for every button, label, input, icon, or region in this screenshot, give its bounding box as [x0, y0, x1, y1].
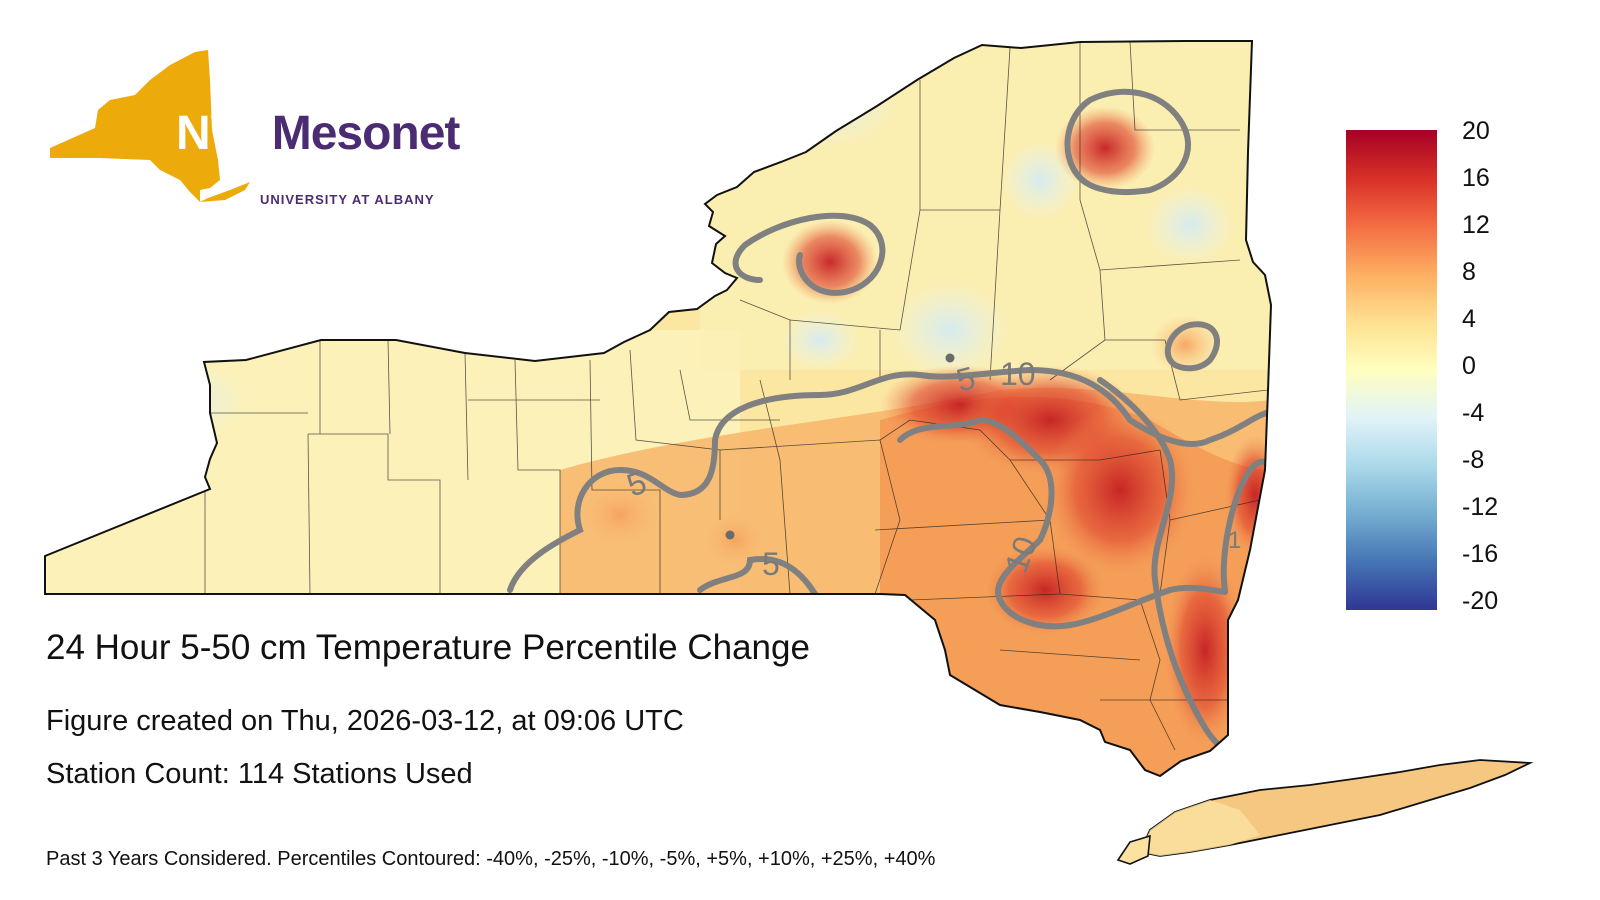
created-timestamp: Figure created on Thu, 2026-03-12, at 09… — [46, 705, 684, 737]
colorbar-tick: -8 — [1462, 446, 1485, 474]
colorbar-tick: 16 — [1462, 164, 1490, 192]
logo-state-abbrev: NYS — [176, 107, 273, 160]
logo-brand: Mesonet — [271, 107, 461, 160]
colorbar-tick: -20 — [1462, 587, 1499, 615]
colorbar-tick: -16 — [1462, 540, 1499, 568]
nys-state-icon — [50, 50, 250, 202]
colorbar-tick: 12 — [1462, 211, 1490, 239]
contour-label: 5 — [762, 546, 780, 582]
station-marker — [725, 530, 735, 540]
contour-label: 10 — [1000, 356, 1036, 392]
contour-lines — [507, 88, 1271, 753]
station-count: Station Count: 114 Stations Used — [46, 758, 473, 790]
figure-title: 24 Hour 5-50 cm Temperature Percentile C… — [46, 628, 810, 667]
footnote: Past 3 Years Considered. Percentiles Con… — [46, 848, 936, 870]
colorbar-tick: 4 — [1462, 305, 1476, 333]
colorbar — [1346, 130, 1437, 610]
county-boundaries — [204, 41, 1269, 751]
station-marker — [945, 353, 955, 363]
colorbar-tick: 0 — [1462, 352, 1476, 380]
colorbar-tick: -4 — [1462, 399, 1485, 427]
logo-institution: UNIVERSITY AT ALBANY — [260, 192, 435, 207]
logo-wordmark: NYSMesonet — [176, 106, 461, 161]
colorbar-tick: -12 — [1462, 493, 1499, 521]
contour-label: 1 — [1228, 527, 1241, 554]
colorbar-tick: 20 — [1462, 117, 1490, 145]
colorbar-tick: 8 — [1462, 258, 1476, 286]
nys-mesonet-logo: NYSMesonet UNIVERSITY AT ALBANY — [40, 40, 460, 210]
staten-island — [1116, 834, 1151, 865]
